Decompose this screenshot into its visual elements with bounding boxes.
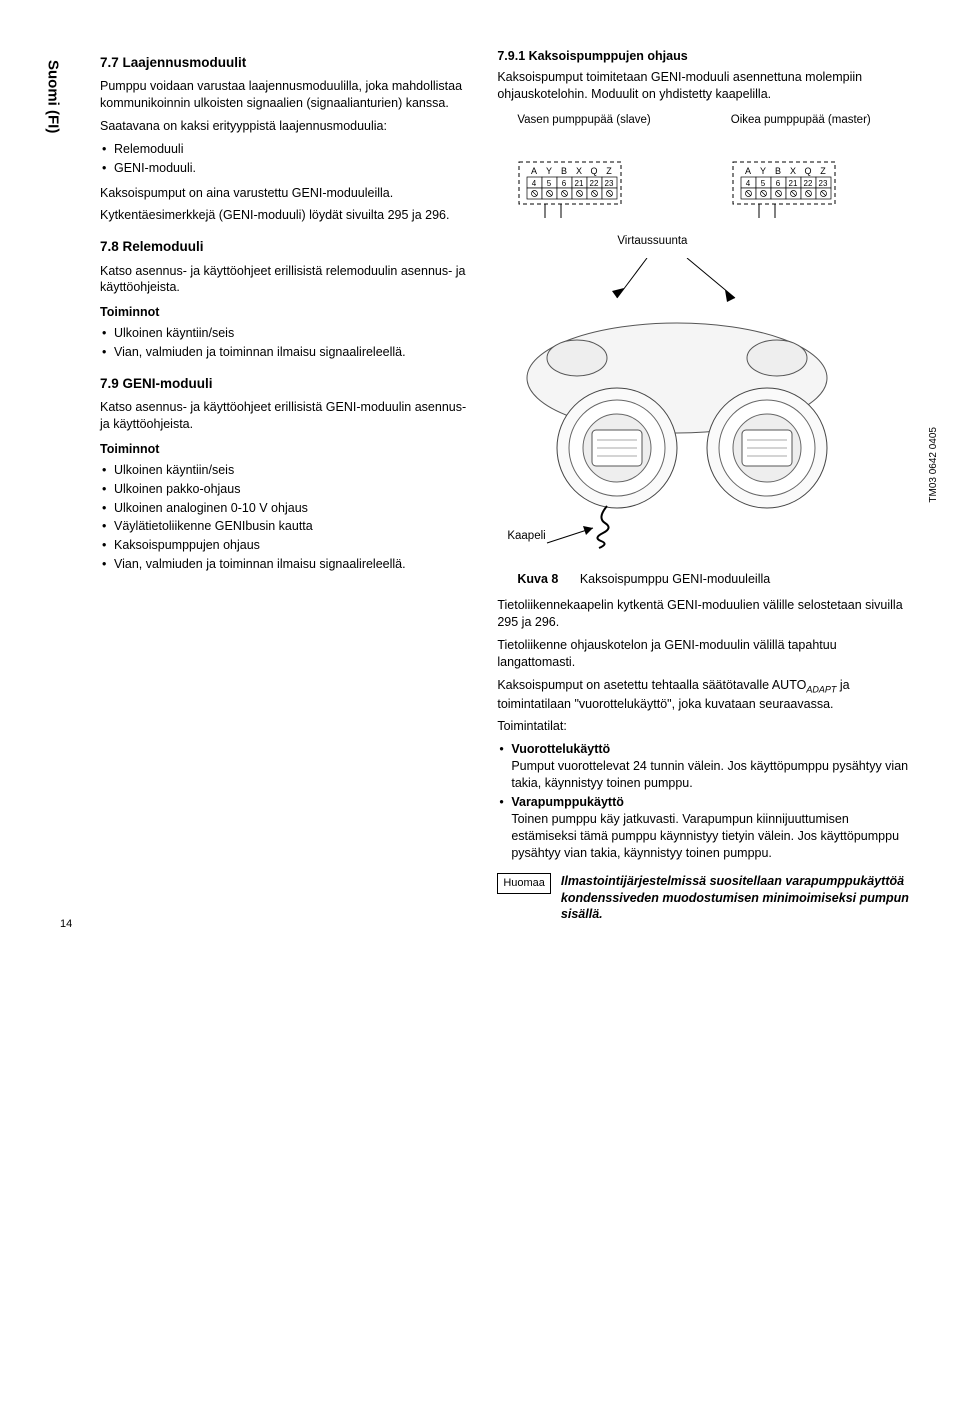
heading-7-8: 7.8 Relemoduuli: [100, 238, 473, 256]
para: Katso asennus- ja käyttöohjeet erillisis…: [100, 399, 473, 433]
side-language-label: Suomi (FI): [42, 60, 62, 133]
list-item: Vian, valmiuden ja toiminnan ilmaisu sig…: [100, 556, 473, 573]
para: Katso asennus- ja käyttöohjeet erillisis…: [100, 263, 473, 297]
operating-modes-list: Vuorottelukäyttö Pumput vuorottelevat 24…: [497, 741, 910, 861]
right-pump-head-label: Oikea pumppupää (master): [731, 113, 871, 129]
svg-text:22: 22: [803, 179, 812, 188]
svg-text:A: A: [745, 166, 751, 176]
para: Tietoliikenne ohjauskotelon ja GENI-modu…: [497, 637, 910, 671]
para: Kaksoispumput on aina varustettu GENI-mo…: [100, 185, 473, 202]
para: Kytkentäesimerkkejä (GENI-moduuli) löydä…: [100, 207, 473, 224]
list-item: Ulkoinen käyntiin/seis: [100, 462, 473, 479]
note-text: Ilmastointijärjestelmissä suositellaan v…: [561, 873, 910, 922]
page-columns: 7.7 Laajennusmoduulit Pumppu voidaan var…: [100, 40, 910, 922]
svg-text:6: 6: [562, 179, 567, 188]
heading-7-7: 7.7 Laajennusmoduulit: [100, 54, 473, 72]
svg-text:Z: Z: [820, 166, 826, 176]
terminal-svg: A 4Y 5B 6X 21 Q 22 Z 23: [731, 132, 841, 220]
flow-direction-label: Virtaussuunta: [617, 234, 910, 250]
list-item: Ulkoinen käyntiin/seis: [100, 325, 473, 342]
left-pump-head-label: Vasen pumppupää (slave): [517, 113, 650, 129]
cable-label: Kaapeli: [507, 529, 545, 545]
functions-label: Toiminnot: [100, 441, 473, 458]
twin-pump-svg: [497, 258, 897, 558]
tm-reference: TM03 0642 0405: [927, 427, 941, 503]
svg-text:Y: Y: [760, 166, 766, 176]
figure-caption: Kuva 8 Kaksoispumppu GENI-moduuleilla: [517, 571, 910, 588]
svg-text:Z: Z: [607, 166, 613, 176]
list-7-8: Ulkoinen käyntiin/seis Vian, valmiuden j…: [100, 325, 473, 361]
left-terminal-block: Vasen pumppupää (slave) A 4Y 5B 6X 21 Q 22 Z 23: [517, 113, 650, 221]
terminal-diagram: Vasen pumppupää (slave) A4Y5B6X21Q22Z23 …: [517, 113, 910, 221]
list-item: Vian, valmiuden ja toiminnan ilmaisu sig…: [100, 344, 473, 361]
mode-title: Vuorottelukäyttö: [511, 742, 610, 756]
svg-text:Y: Y: [546, 166, 552, 176]
svg-text:6: 6: [776, 179, 781, 188]
svg-text:X: X: [790, 166, 796, 176]
svg-text:21: 21: [575, 179, 584, 188]
svg-text:B: B: [561, 166, 567, 176]
list-item: Kaksoispumppujen ohjaus: [100, 537, 473, 554]
svg-text:23: 23: [818, 179, 827, 188]
para: Saatavana on kaksi erityyppistä laajennu…: [100, 118, 473, 135]
para: Kaksoispumput toimitetaan GENI-moduuli a…: [497, 69, 910, 103]
terminal-svg: A 4Y 5B 6X 21 Q 22 Z 23: [517, 132, 627, 220]
heading-7-9-1: 7.9.1 Kaksoispumppujen ohjaus: [497, 48, 910, 65]
svg-text:X: X: [576, 166, 582, 176]
mode-desc: Toinen pumppu käy jatkuvasti. Varapumpun…: [511, 812, 899, 860]
para: Pumppu voidaan varustaa laajennusmoduuli…: [100, 78, 473, 112]
list-item: Väylätietoliikenne GENIbusin kautta: [100, 518, 473, 535]
functions-label: Toiminnot: [100, 304, 473, 321]
right-terminal-block: Oikea pumppupää (master) A 4Y 5B 6X 21 Q 22 Z 23: [731, 113, 871, 221]
para: Tietoliikennekaapelin kytkentä GENI-modu…: [497, 597, 910, 631]
svg-text:4: 4: [532, 179, 537, 188]
svg-text:23: 23: [605, 179, 614, 188]
mode-title: Varapumppukäyttö: [511, 795, 624, 809]
para: Kaksoispumput on asetettu tehtaalla säät…: [497, 677, 910, 713]
note-label-box: Huomaa: [497, 873, 551, 894]
figure-number: Kuva 8: [517, 572, 558, 586]
list-item: GENI-moduuli.: [100, 160, 473, 177]
svg-text:22: 22: [590, 179, 599, 188]
svg-text:5: 5: [761, 179, 766, 188]
note-block: Huomaa Ilmastointijärjestelmissä suosite…: [497, 873, 910, 922]
right-column: 7.9.1 Kaksoispumppujen ohjaus Kaksoispum…: [497, 40, 910, 922]
list-item: Ulkoinen analoginen 0-10 V ohjaus: [100, 500, 473, 517]
figure-text: Kaksoispumppu GENI-moduuleilla: [580, 572, 770, 586]
mode-desc: Pumput vuorottelevat 24 tunnin välein. J…: [511, 759, 908, 790]
list-item: Relemoduuli: [100, 141, 473, 158]
svg-text:A: A: [531, 166, 537, 176]
operating-modes-title: Toimintatilat:: [497, 718, 910, 735]
svg-text:Q: Q: [591, 166, 598, 176]
svg-text:5: 5: [547, 179, 552, 188]
left-column: 7.7 Laajennusmoduulit Pumppu voidaan var…: [100, 40, 473, 922]
list-item: Varapumppukäyttö Toinen pumppu käy jatku…: [497, 794, 910, 862]
list-item: Vuorottelukäyttö Pumput vuorottelevat 24…: [497, 741, 910, 792]
svg-text:4: 4: [746, 179, 751, 188]
svg-text:Q: Q: [804, 166, 811, 176]
list-7-7: Relemoduuli GENI-moduuli.: [100, 141, 473, 177]
heading-7-9: 7.9 GENI-moduuli: [100, 375, 473, 393]
list-item: Ulkoinen pakko-ohjaus: [100, 481, 473, 498]
svg-text:B: B: [775, 166, 781, 176]
svg-text:21: 21: [788, 179, 797, 188]
list-7-9: Ulkoinen käyntiin/seis Ulkoinen pakko-oh…: [100, 462, 473, 573]
twin-pump-illustration: Kaapeli TM03 0642 0405: [497, 258, 910, 563]
page-number: 14: [60, 917, 72, 932]
